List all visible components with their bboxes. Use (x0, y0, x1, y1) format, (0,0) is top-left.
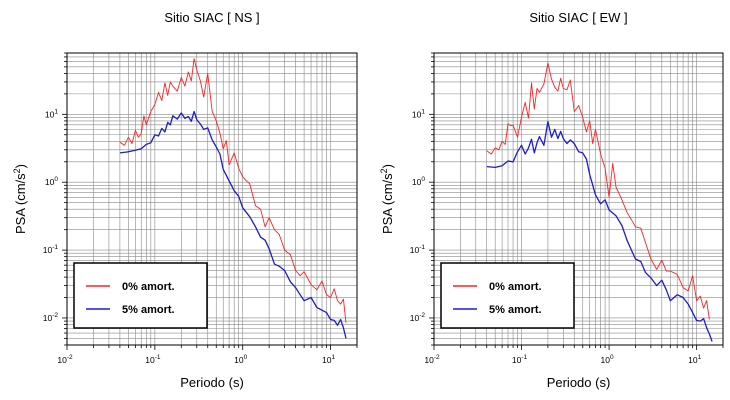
x-axis-label: Periodo (s) (180, 375, 244, 390)
y-tick-exp: 0 (54, 176, 58, 183)
y-tick-label: 10-1 (43, 244, 59, 255)
x-tick-exp: -1 (155, 354, 161, 361)
x-tick-base: 10 (57, 355, 67, 365)
legend-box (73, 262, 208, 329)
y-tick-label: 101 (45, 108, 58, 119)
x-tick-base: 10 (601, 355, 611, 365)
plot-frame (66, 52, 358, 346)
plot-frame (433, 52, 724, 346)
chart-title: Sitio SIAC [ NS ] (164, 10, 259, 25)
x-tick-exp: 1 (698, 354, 702, 361)
x-tick-exp: 1 (331, 354, 335, 361)
x-tick-label: 10-1 (512, 354, 528, 365)
legend: 0% amort. 5% amort. (440, 262, 575, 329)
x-axis-label: Periodo (s) (547, 375, 611, 390)
y-tick-label: 10-2 (410, 312, 426, 323)
grid (67, 53, 357, 345)
x-tick-label: 10-2 (424, 354, 440, 365)
y-tick-exp: -1 (419, 244, 425, 251)
y-tick-exp: 0 (421, 176, 425, 183)
x-tick-label: 100 (601, 354, 614, 365)
y-tick-exp: -2 (52, 312, 58, 319)
y-axis-label-sup: 2 (12, 168, 22, 173)
y-tick-base: 10 (43, 245, 53, 255)
legend: 0% amort. 5% amort. (73, 262, 208, 329)
x-tick-base: 10 (234, 355, 244, 365)
legend-label: 0% amort. (122, 281, 175, 293)
x-tick-label: 10-1 (145, 354, 161, 365)
x-tick-exp: 0 (610, 354, 614, 361)
y-tick-base: 10 (410, 313, 420, 323)
series-line-blue (486, 120, 713, 342)
y-tick-label: 100 (412, 176, 425, 187)
y-tick-base: 10 (410, 245, 420, 255)
x-tick-base: 10 (145, 355, 155, 365)
y-axis-label-tail: ) (380, 164, 395, 168)
legend-label: 0% amort. (489, 281, 542, 293)
series-line-blue (119, 110, 347, 339)
y-tick-base: 10 (43, 313, 53, 323)
x-tick-base: 10 (512, 355, 522, 365)
axis-ticks (62, 52, 358, 350)
y-tick-exp: -1 (52, 244, 58, 251)
y-tick-exp: -2 (419, 312, 425, 319)
y-axis-label-main: PSA (cm/s (13, 173, 28, 234)
legend-label: 5% amort. (489, 304, 542, 316)
x-tick-exp: -2 (67, 354, 73, 361)
y-axis-label-sup: 2 (379, 168, 389, 173)
x-tick-label: 101 (322, 354, 335, 365)
y-axis-label-main: PSA (cm/s (380, 173, 395, 234)
x-tick-label: 100 (234, 354, 247, 365)
y-tick-base: 10 (45, 109, 55, 119)
x-tick-exp: -1 (521, 354, 527, 361)
y-tick-base: 10 (412, 109, 422, 119)
legend-label: 5% amort. (122, 304, 175, 316)
y-tick-label: 10-2 (43, 312, 59, 323)
x-tick-exp: 0 (244, 354, 248, 361)
x-tick-label: 10-2 (57, 354, 73, 365)
x-tick-label: 101 (688, 354, 701, 365)
y-tick-exp: 1 (421, 108, 425, 115)
series-line-red (486, 62, 710, 320)
x-tick-base: 10 (322, 355, 332, 365)
x-tick-exp: -2 (434, 354, 440, 361)
y-tick-label: 101 (412, 108, 425, 119)
axis-ticks (429, 52, 724, 350)
legend-box (440, 262, 575, 329)
y-axis-label: PSA (cm/s2) (12, 164, 28, 234)
y-tick-label: 10-1 (410, 244, 426, 255)
x-tick-base: 10 (424, 355, 434, 365)
y-axis-label-tail: ) (13, 164, 28, 168)
y-tick-base: 10 (412, 177, 422, 187)
y-tick-base: 10 (45, 177, 55, 187)
series-line-red (119, 58, 347, 323)
y-tick-label: 100 (45, 176, 58, 187)
y-axis-label: PSA (cm/s2) (379, 164, 395, 234)
chart-title: Sitio SIAC [ EW ] (529, 10, 627, 25)
x-tick-base: 10 (688, 355, 698, 365)
y-tick-exp: 1 (54, 108, 58, 115)
